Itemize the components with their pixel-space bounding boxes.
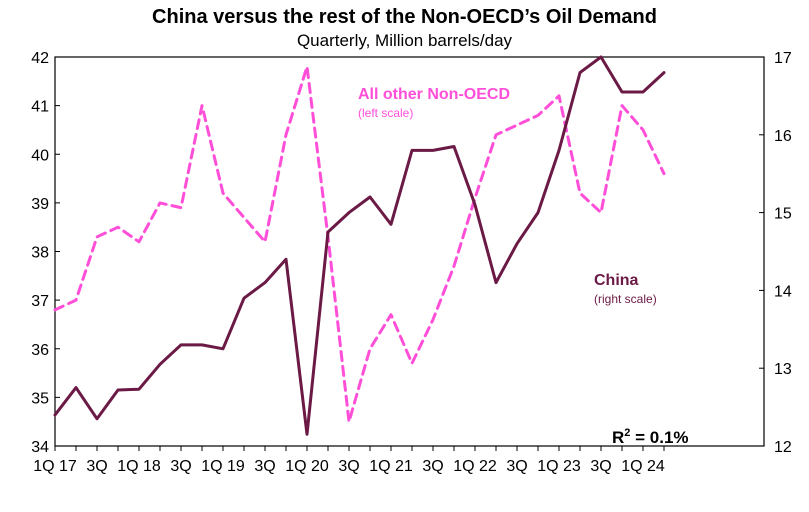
left-tick-label: 37 (31, 293, 49, 310)
x-tick-label: 1Q 20 (285, 458, 329, 475)
series-label-other: All other Non-OECD (358, 86, 510, 103)
x-axis: 1Q 17 3Q 1Q 18 3Q 1Q 19 3Q 1Q 20 3Q 1Q 21 3Q 1Q 22… (33, 446, 665, 475)
left-tick-label: 35 (31, 390, 49, 407)
right-tick-label: 17 (774, 50, 792, 67)
x-tick-label: 3Q (590, 458, 611, 475)
series-line-other-non-oecd (53, 65, 666, 424)
left-tick-label: 41 (31, 99, 49, 116)
x-tick-label: 1Q 24 (621, 458, 665, 475)
x-tick-label: 1Q 17 (33, 458, 77, 475)
x-tick-label: 1Q 18 (117, 458, 161, 475)
right-tick-label: 14 (774, 283, 792, 300)
right-tick-label: 13 (774, 361, 792, 378)
x-tick-label: 3Q (254, 458, 275, 475)
series-note-china: (right scale) (594, 292, 657, 306)
x-tick-label: 1Q 22 (453, 458, 497, 475)
chart-title: China versus the rest of the Non-OECD’s … (152, 6, 657, 28)
series-label-china: China (594, 272, 639, 289)
left-tick-label: 38 (31, 245, 49, 262)
x-tick-label: 1Q 23 (537, 458, 581, 475)
x-tick-label: 1Q 21 (369, 458, 413, 475)
x-tick-label: 3Q (170, 458, 191, 475)
series-layer (53, 55, 666, 436)
right-axis: 12 13 14 15 16 17 (759, 50, 792, 456)
x-tick-label: 1Q 19 (201, 458, 245, 475)
left-tick-label: 39 (31, 196, 49, 213)
r-squared-annotation: R2 = 0.1% (612, 427, 689, 447)
x-tick-label: 3Q (422, 458, 443, 475)
series-line-china (53, 55, 666, 436)
right-tick-label: 16 (774, 128, 792, 145)
left-tick-label: 42 (31, 50, 49, 67)
right-tick-label: 15 (774, 206, 792, 223)
right-tick-label: 12 (774, 439, 792, 456)
x-tick-label: 3Q (338, 458, 359, 475)
left-axis: 34 35 36 37 38 39 40 41 42 (31, 50, 60, 456)
chart-subtitle: Quarterly, Million barrels/day (296, 31, 513, 50)
left-tick-label: 40 (31, 147, 49, 164)
x-tick-label: 3Q (86, 458, 107, 475)
series-note-other: (left scale) (358, 106, 413, 120)
left-tick-label: 34 (31, 439, 49, 456)
x-tick-label: 3Q (506, 458, 527, 475)
left-tick-label: 36 (31, 342, 49, 359)
